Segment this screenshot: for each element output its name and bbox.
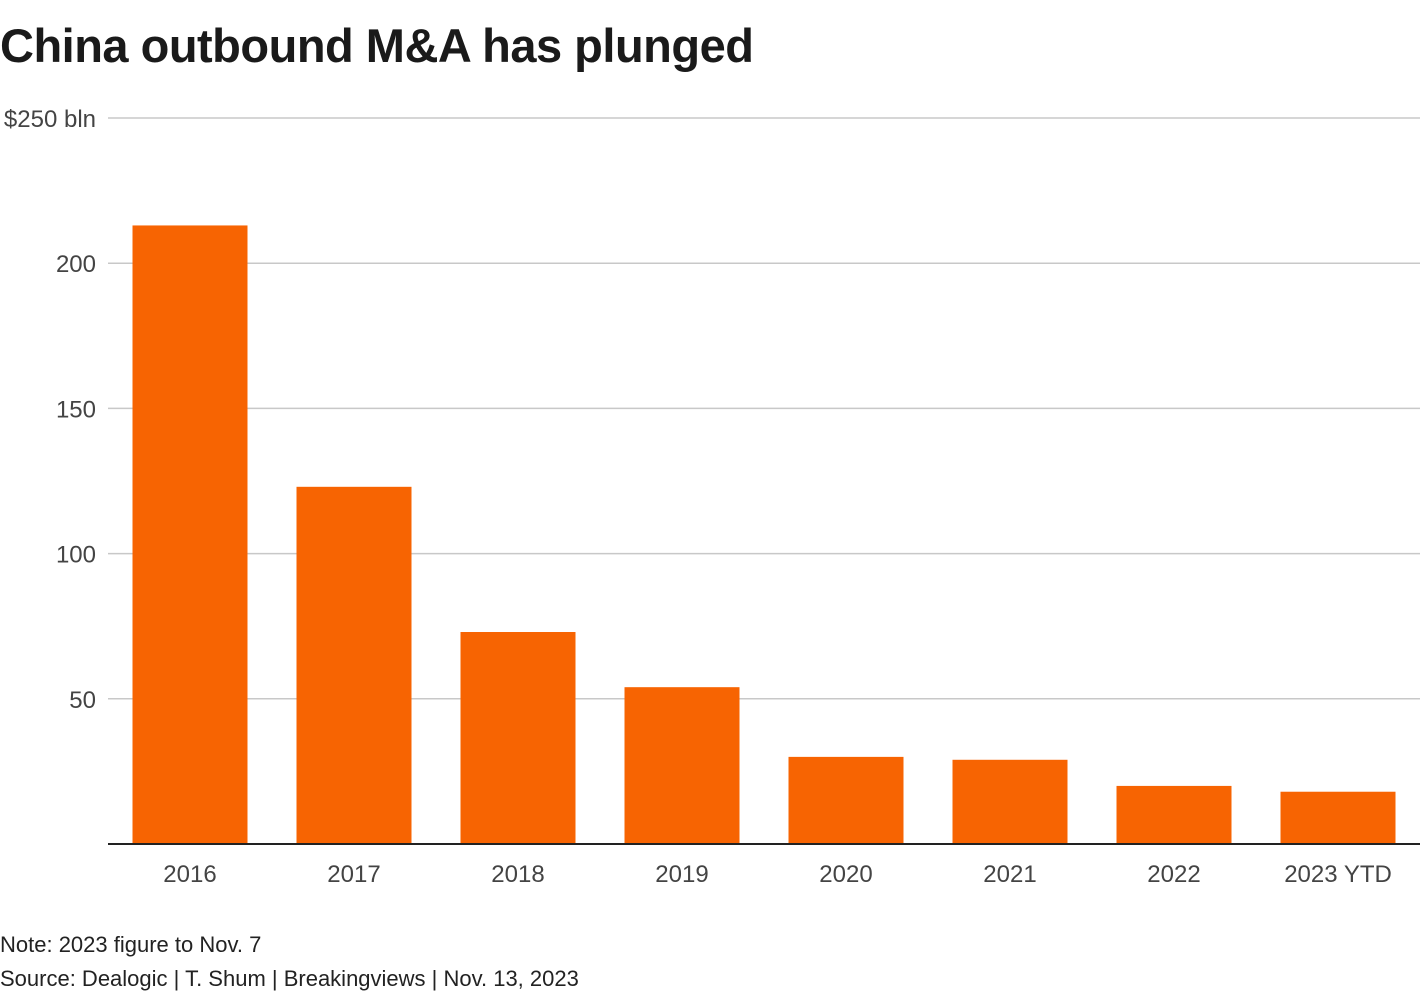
bar-2017: [296, 486, 412, 844]
bar-chart: 50 100 150 200 $250 bln 2016 2017 2018 2019 2020…: [4, 106, 1420, 888]
chart-note: Note: 2023 figure to Nov. 7: [0, 932, 262, 957]
bars: [132, 225, 1396, 844]
x-axis-tick-labels: 2016 2017 2018 2019 2020 2021 2022 2023 YTD: [163, 861, 1392, 888]
x-tick-label-2023-ytd: 2023 YTD: [1284, 861, 1392, 888]
y-tick-label-100: 100: [56, 542, 96, 569]
x-tick-label-2017: 2017: [327, 861, 380, 888]
y-tick-label-150: 150: [56, 396, 96, 423]
bar-2016: [132, 225, 248, 844]
bar-2020: [788, 756, 904, 844]
x-tick-label-2022: 2022: [1147, 861, 1200, 888]
y-tick-label-200: 200: [56, 251, 96, 278]
bar-2022: [1116, 785, 1232, 844]
y-tick-label-250: $250 bln: [4, 106, 96, 133]
bar-2019: [624, 687, 740, 844]
x-tick-label-2021: 2021: [983, 861, 1036, 888]
x-tick-label-2019: 2019: [655, 861, 708, 888]
x-tick-label-2016: 2016: [163, 861, 216, 888]
x-tick-label-2020: 2020: [819, 861, 872, 888]
chart-title: China outbound M&A has plunged: [0, 19, 754, 72]
y-axis-tick-labels: 50 100 150 200 $250 bln: [4, 106, 96, 714]
x-tick-label-2018: 2018: [491, 861, 544, 888]
bar-2023-ytd: [1280, 791, 1396, 844]
chart-source: Source: Dealogic | T. Shum | Breakingvie…: [0, 966, 579, 991]
bar-2021: [952, 759, 1068, 844]
y-tick-label-50: 50: [69, 687, 96, 714]
bar-2018: [460, 632, 576, 844]
